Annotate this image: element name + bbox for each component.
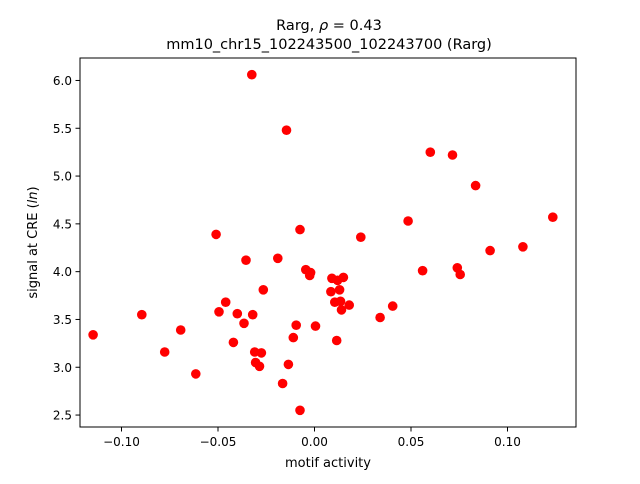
data-point-1: [137, 309, 147, 320]
chart-title-prefix: Rarg,: [276, 18, 319, 34]
data-point-43: [387, 301, 398, 311]
x-tick-label-0: −0.10: [103, 435, 140, 449]
data-point-36: [334, 285, 345, 295]
data-point-0: [88, 330, 98, 340]
data-point-4: [191, 369, 201, 379]
y-tick-label-4: 4.5: [53, 217, 72, 231]
data-point-52: [518, 242, 528, 252]
data-point-44: [403, 216, 413, 226]
data-point-11: [241, 255, 251, 265]
data-point-42: [375, 312, 385, 323]
data-point-3: [175, 325, 186, 335]
data-point-10: [239, 318, 249, 329]
x-axis-ticks: −0.10 −0.05 0.00 0.05 0.10: [103, 427, 521, 449]
data-point-37: [335, 296, 346, 307]
data-point-46: [425, 147, 436, 157]
x-tick-label-1: −0.05: [200, 435, 237, 449]
data-point-45: [417, 265, 428, 276]
data-point-38: [336, 305, 347, 315]
data-point-40: [344, 300, 355, 310]
y-tick-label-7: 6.0: [53, 74, 72, 88]
data-point-30: [310, 321, 321, 331]
data-point-19: [273, 253, 283, 264]
data-point-9: [232, 308, 243, 319]
y-tick-label-6: 5.5: [53, 122, 72, 136]
data-point-16: [254, 361, 265, 372]
data-point-8: [228, 337, 239, 348]
points-layer: [88, 69, 558, 416]
x-tick-label-4: 0.10: [494, 435, 521, 449]
data-point-50: [470, 180, 481, 191]
y-tick-label-5: 5.0: [53, 170, 72, 184]
chart-title-line1: Rarg, ρ = 0.43: [276, 18, 382, 34]
data-point-25: [295, 224, 305, 235]
x-tick-label-3: 0.05: [398, 435, 425, 449]
chart-title-rho: ρ: [319, 18, 329, 34]
data-point-29: [305, 267, 316, 278]
plot-area-frame: [79, 57, 577, 428]
data-point-53: [548, 212, 558, 222]
y-tick-label-2: 3.5: [53, 313, 72, 327]
y-tick-label-0: 2.5: [53, 409, 72, 423]
x-tick-label-2: 0.00: [301, 435, 328, 449]
data-point-39: [338, 272, 349, 283]
data-point-18: [258, 285, 269, 295]
data-point-22: [283, 359, 294, 370]
data-point-49: [455, 269, 466, 280]
data-point-24: [291, 320, 302, 331]
data-point-34: [331, 335, 342, 346]
data-point-41: [356, 232, 366, 242]
data-point-20: [277, 378, 288, 389]
y-tick-label-3: 4.0: [53, 265, 72, 279]
x-axis-label: motif activity: [285, 456, 371, 471]
y-axis-label-suffix: ): [26, 186, 41, 191]
data-point-13: [247, 309, 258, 320]
data-point-31: [326, 286, 336, 297]
y-axis-label-ln: ln: [26, 191, 41, 203]
y-axis-ticks: 2.5 3.0 3.5 4.0 4.5 5.0 5.5 6.0: [53, 74, 80, 423]
data-point-5: [211, 229, 221, 240]
chart-title-value: = 0.43: [328, 18, 382, 34]
data-point-12: [247, 69, 257, 80]
y-axis-label: signal at CRE (ln): [26, 186, 41, 298]
data-point-51: [485, 245, 495, 256]
y-tick-label-1: 3.0: [53, 361, 72, 375]
data-point-23: [288, 332, 299, 343]
data-point-21: [281, 125, 292, 135]
data-point-7: [220, 297, 231, 308]
data-point-47: [447, 150, 458, 160]
chart-title-line2: mm10_chr15_102243500_102243700 (Rarg): [166, 37, 492, 53]
data-point-26: [295, 405, 305, 416]
data-point-6: [214, 307, 224, 317]
data-point-2: [159, 347, 170, 357]
data-point-17: [256, 348, 267, 358]
y-axis-label-prefix: signal at CRE (: [26, 203, 41, 298]
